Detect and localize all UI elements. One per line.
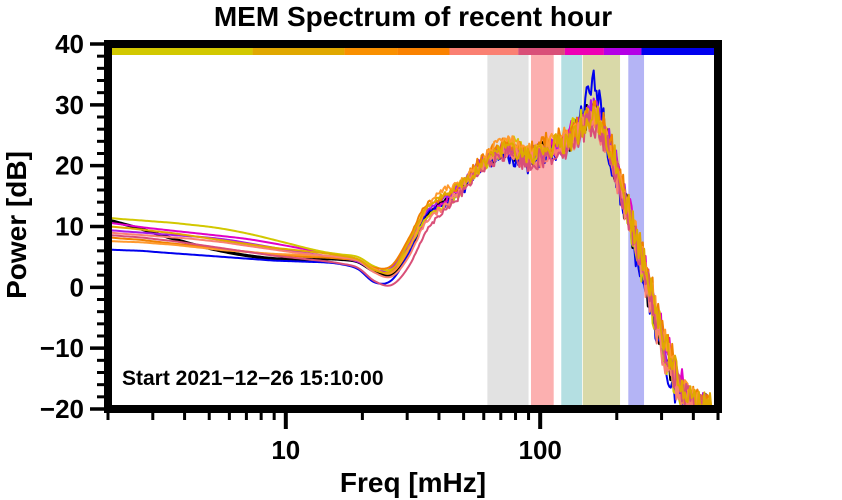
trace-blue (108, 69, 713, 409)
shaded-bands-group (487, 44, 645, 409)
trace-yellow (108, 108, 713, 409)
seg-orange (344, 48, 398, 55)
seg-magenta (564, 48, 604, 55)
trace-rose (108, 109, 713, 409)
trace-orange-b (108, 111, 713, 409)
seg-yellow (108, 48, 253, 55)
x-tick-label: 10 (271, 435, 300, 465)
spectrum-traces-group (108, 69, 713, 409)
seg-blue (641, 48, 718, 55)
trace-salmon (108, 106, 713, 409)
seg-purple (603, 48, 642, 55)
y-tick-label: 20 (55, 151, 84, 181)
band-pink (530, 44, 554, 409)
page-title: MEM Spectrum of recent hour (214, 1, 612, 32)
x-axis-label: Freq [mHz] (340, 467, 486, 498)
seg-orange-dk (397, 48, 450, 55)
band-gray (487, 44, 529, 409)
y-tick-label: 30 (55, 90, 84, 120)
seg-salmon (449, 48, 519, 55)
y-axis-label: Power [dB] (1, 151, 32, 299)
y-tick-label: −10 (40, 333, 84, 363)
seg-gold (252, 48, 345, 55)
trace-gold (108, 105, 713, 409)
band-cyan (561, 44, 583, 409)
trace-orange-a (108, 100, 713, 409)
y-tick-label: −20 (40, 394, 84, 424)
seg-rose (518, 48, 565, 55)
y-tick-label: 40 (55, 29, 84, 59)
y-tick-label: 10 (55, 212, 84, 242)
start-time-annotation: Start 2021−12−26 15:10:00 (122, 367, 384, 390)
x-tick-label: 100 (518, 435, 561, 465)
trace-magenta (108, 106, 713, 409)
top-colorbar (108, 48, 718, 55)
y-tick-label: 0 (70, 272, 84, 302)
